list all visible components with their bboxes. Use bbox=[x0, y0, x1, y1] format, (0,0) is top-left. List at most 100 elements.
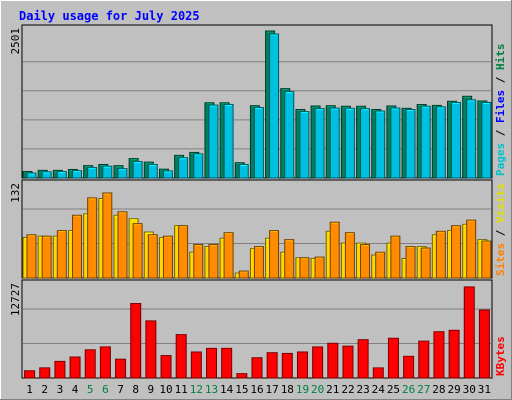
bar bbox=[360, 108, 371, 179]
bar bbox=[387, 337, 399, 379]
bar-body bbox=[253, 106, 264, 179]
bar bbox=[375, 110, 386, 179]
series-sites bbox=[26, 192, 492, 279]
bar bbox=[344, 232, 355, 279]
day-label: 8 bbox=[132, 383, 139, 396]
day-labels-layer: 1 2 3 4 5 6 7 8 9 10 11 12 13 14 15 16 17 18 19 20 21 22 23 24 2… bbox=[26, 383, 491, 396]
bar bbox=[71, 170, 82, 179]
bar bbox=[420, 105, 431, 179]
bar bbox=[190, 351, 202, 379]
bar-body bbox=[115, 358, 127, 379]
bar-body bbox=[41, 171, 52, 179]
bar bbox=[433, 331, 445, 379]
day-label: 12 bbox=[190, 383, 203, 396]
bar bbox=[117, 211, 128, 279]
bar-body bbox=[375, 110, 386, 179]
bar-body bbox=[466, 99, 477, 179]
bar bbox=[238, 270, 249, 279]
panels-layer: 2501 Pages / Files / Hits 132 Sites / Visit… bbox=[9, 24, 507, 379]
bar-body bbox=[147, 234, 158, 279]
day-label: 21 bbox=[326, 383, 339, 396]
bar bbox=[26, 172, 37, 179]
bar bbox=[208, 104, 219, 179]
bar-body bbox=[314, 256, 325, 279]
bar-body bbox=[329, 221, 340, 279]
bar-body bbox=[117, 168, 128, 179]
bar-body bbox=[193, 244, 204, 279]
panel-legend: KBytes bbox=[494, 336, 507, 376]
bar bbox=[314, 108, 325, 179]
day-label: 15 bbox=[235, 383, 248, 396]
bar bbox=[99, 346, 111, 379]
bar-body bbox=[466, 219, 477, 279]
day-label: 22 bbox=[341, 383, 354, 396]
bar-body bbox=[84, 349, 96, 379]
bar-body bbox=[193, 153, 204, 179]
legend-part: KBytes bbox=[494, 336, 507, 376]
bar-body bbox=[39, 367, 51, 379]
bar-body bbox=[299, 257, 310, 279]
day-label: 19 bbox=[296, 383, 309, 396]
bar bbox=[160, 355, 172, 379]
day-label: 4 bbox=[72, 383, 79, 396]
bar-body bbox=[102, 192, 113, 279]
day-label: 16 bbox=[250, 383, 263, 396]
bar bbox=[481, 101, 492, 179]
bar-body bbox=[448, 329, 460, 379]
bar-body bbox=[375, 251, 386, 279]
bar-body bbox=[405, 246, 416, 279]
bar bbox=[41, 171, 52, 179]
bar bbox=[69, 356, 81, 379]
legend-part: Hits bbox=[494, 44, 507, 71]
bar-body bbox=[481, 240, 492, 279]
bar bbox=[448, 329, 460, 379]
panel-max-label: 12727 bbox=[9, 283, 22, 316]
bar-body bbox=[435, 230, 446, 279]
bar-body bbox=[418, 340, 430, 379]
bar bbox=[281, 352, 293, 379]
bar bbox=[435, 230, 446, 279]
bar bbox=[236, 373, 248, 379]
day-label: 26 bbox=[402, 383, 415, 396]
panel-visits-sites: 132 Sites / Visits bbox=[9, 179, 507, 279]
bar-body bbox=[344, 232, 355, 279]
bar bbox=[178, 225, 189, 279]
bar-body bbox=[390, 235, 401, 279]
bar-body bbox=[251, 357, 263, 379]
bar-body bbox=[405, 109, 416, 179]
bar bbox=[41, 235, 52, 279]
bar-body bbox=[132, 223, 143, 279]
bar-body bbox=[132, 161, 143, 179]
bar bbox=[284, 239, 295, 279]
bar-body bbox=[284, 91, 295, 179]
bar-body bbox=[372, 367, 384, 379]
day-label: 9 bbox=[148, 383, 155, 396]
bar-body bbox=[56, 230, 67, 279]
bar-body bbox=[360, 108, 371, 179]
bar bbox=[478, 309, 490, 379]
bar bbox=[162, 235, 173, 279]
bar bbox=[390, 107, 401, 179]
bar-body bbox=[147, 163, 158, 179]
bar bbox=[147, 234, 158, 279]
bar bbox=[102, 192, 113, 279]
bar-body bbox=[102, 165, 113, 179]
bar bbox=[71, 214, 82, 279]
bar bbox=[344, 107, 355, 179]
bar-body bbox=[206, 347, 218, 379]
bar bbox=[405, 109, 416, 179]
bar bbox=[56, 171, 67, 179]
bar-body bbox=[329, 107, 340, 179]
bar bbox=[296, 351, 308, 379]
bar-body bbox=[178, 225, 189, 279]
legend-part: Files bbox=[494, 90, 507, 123]
bar bbox=[132, 161, 143, 179]
day-label: 10 bbox=[159, 383, 172, 396]
bar-body bbox=[26, 172, 37, 179]
bar-body bbox=[403, 355, 415, 379]
day-label: 23 bbox=[357, 383, 370, 396]
bar bbox=[451, 225, 462, 279]
bar bbox=[26, 234, 37, 279]
bar bbox=[132, 223, 143, 279]
